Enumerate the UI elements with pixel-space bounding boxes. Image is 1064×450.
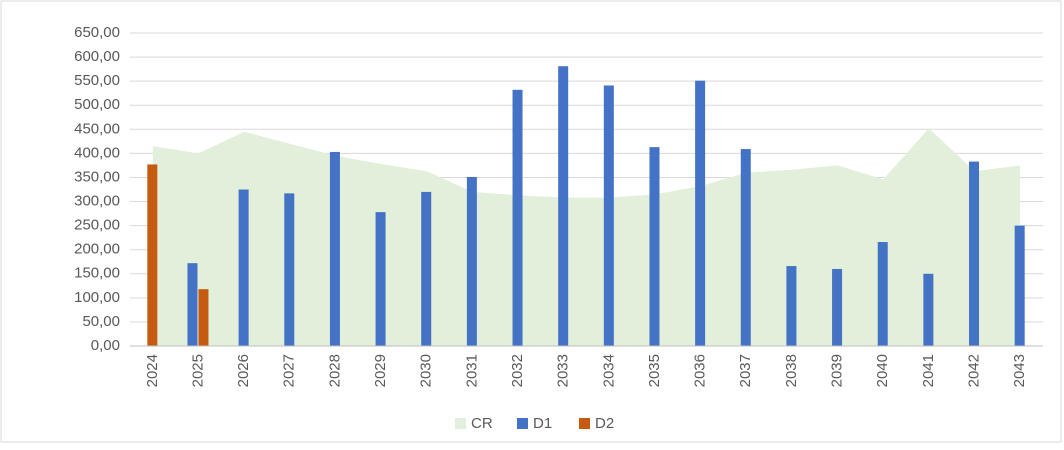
legend-swatch <box>579 418 590 429</box>
y-tick-label: 50,00 <box>82 313 120 330</box>
bar <box>877 241 888 346</box>
bar <box>649 147 660 346</box>
y-tick-label: 150,00 <box>74 265 120 282</box>
x-tick-label: 2039 <box>829 354 846 387</box>
y-tick-label: 250,00 <box>74 217 120 234</box>
bar <box>466 176 477 346</box>
x-tick-label: 2036 <box>692 354 709 387</box>
x-tick-label: 2033 <box>555 354 572 387</box>
bar <box>695 80 706 347</box>
bar <box>284 193 295 346</box>
bar <box>238 189 249 346</box>
x-tick-label: 2043 <box>1011 354 1028 387</box>
bar <box>329 151 340 346</box>
legend-swatch <box>517 418 528 429</box>
x-tick-label: 2027 <box>281 354 298 387</box>
x-tick-label: 2042 <box>965 354 982 387</box>
x-tick-label: 2040 <box>874 354 891 387</box>
x-tick-label: 2024 <box>144 354 161 387</box>
bar <box>832 268 843 346</box>
y-tick-label: 350,00 <box>74 168 120 185</box>
x-tick-label: 2025 <box>189 354 206 387</box>
legend-label: D1 <box>533 415 552 432</box>
bar <box>147 164 158 346</box>
bar <box>740 149 751 346</box>
bar <box>603 85 614 346</box>
x-tick-label: 2038 <box>783 354 800 387</box>
y-tick-label: 550,00 <box>74 72 120 89</box>
x-tick-label: 2032 <box>509 354 526 387</box>
bar <box>786 266 797 346</box>
legend-label: CR <box>471 415 493 432</box>
x-tick-label: 2026 <box>235 354 252 387</box>
y-tick-label: 600,00 <box>74 48 120 65</box>
x-tick-label: 2041 <box>920 354 937 387</box>
y-tick-label: 100,00 <box>74 289 120 306</box>
y-tick-label: 300,00 <box>74 193 120 210</box>
bar <box>187 263 198 346</box>
legend-label: D2 <box>595 415 614 432</box>
y-tick-label: 200,00 <box>74 241 120 258</box>
x-tick-label: 2035 <box>646 354 663 387</box>
x-tick-label: 2028 <box>326 354 343 387</box>
area <box>152 128 1021 346</box>
x-tick-label: 2037 <box>737 354 754 387</box>
y-tick-label: 400,00 <box>74 144 120 161</box>
bar <box>375 212 386 346</box>
y-tick-label: 450,00 <box>74 120 120 137</box>
bar <box>969 161 980 346</box>
bar <box>421 191 432 346</box>
bar <box>198 289 209 346</box>
y-tick-label: 0,00 <box>91 337 120 354</box>
bar <box>1014 225 1025 346</box>
x-tick-label: 2030 <box>418 354 435 387</box>
x-tick-label: 2031 <box>463 354 480 387</box>
bar <box>512 89 523 347</box>
y-tick-label: 500,00 <box>74 96 120 113</box>
legend-swatch <box>455 418 466 429</box>
bar <box>923 273 934 346</box>
y-tick-label: 650,00 <box>74 24 120 41</box>
x-tick-label: 2034 <box>600 354 617 387</box>
bar <box>558 66 569 347</box>
x-tick-label: 2029 <box>372 354 389 387</box>
